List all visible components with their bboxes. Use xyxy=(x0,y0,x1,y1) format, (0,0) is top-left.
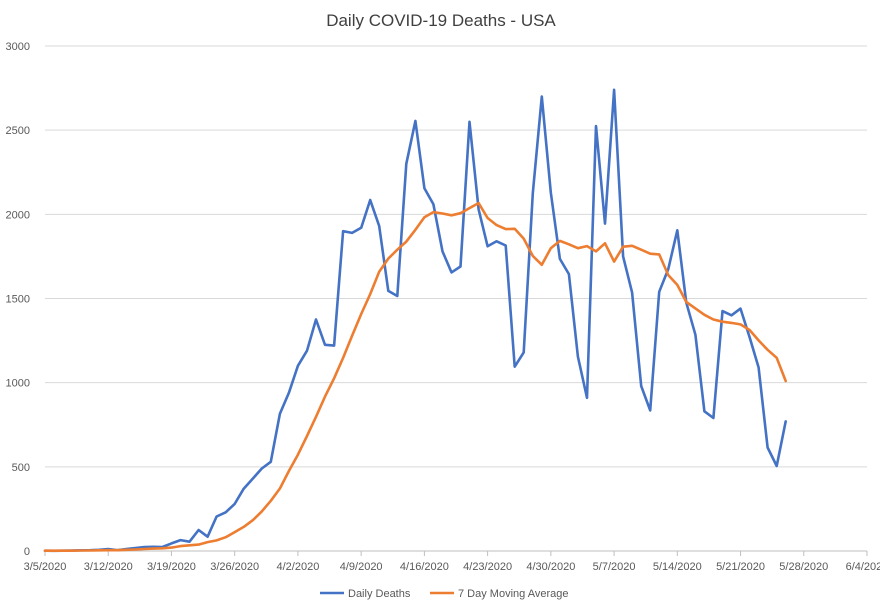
x-tick-label: 4/16/2020 xyxy=(400,561,449,573)
x-tick-label: 5/14/2020 xyxy=(653,561,702,573)
x-tick-label: 4/30/2020 xyxy=(526,561,575,573)
chart-title: Daily COVID-19 Deaths - USA xyxy=(326,11,556,30)
series-line-moving-average xyxy=(43,201,788,553)
x-tick-label: 3/5/2020 xyxy=(24,561,67,573)
series-line-daily-deaths xyxy=(43,88,788,553)
x-tick-label: 4/2/2020 xyxy=(277,561,320,573)
y-tick-label: 1500 xyxy=(6,294,30,306)
y-tick-label: 2500 xyxy=(6,125,30,137)
x-tick-label: 4/23/2020 xyxy=(463,561,512,573)
y-tick-label: 0 xyxy=(24,546,30,558)
y-tick-label: 1000 xyxy=(6,378,30,390)
x-tick-label: 3/19/2020 xyxy=(147,561,196,573)
x-tick-label: 5/7/2020 xyxy=(593,561,636,573)
legend-label: Daily Deaths xyxy=(348,588,411,600)
x-tick-label: 6/4/2020 xyxy=(846,561,880,573)
y-axis: 0 500 1000 1500 2000 2500 3000 xyxy=(6,41,30,558)
series-group xyxy=(43,88,788,553)
x-tick-label: 3/26/2020 xyxy=(210,561,259,573)
gridlines xyxy=(45,45,867,468)
y-tick-label: 2000 xyxy=(6,209,30,221)
legend-label: 7 Day Moving Average xyxy=(458,588,568,600)
x-tick-label: 3/12/2020 xyxy=(84,561,133,573)
y-tick-label: 3000 xyxy=(6,41,30,53)
x-tick-label: 5/28/2020 xyxy=(779,561,828,573)
x-tick-label: 5/21/2020 xyxy=(716,561,765,573)
x-axis: 3/5/2020 3/12/2020 3/19/2020 3/26/2020 4/2/2… xyxy=(24,551,880,573)
x-tick-label: 4/9/2020 xyxy=(340,561,383,573)
y-tick-label: 500 xyxy=(12,462,30,474)
legend: Daily Deaths 7 Day Moving Average xyxy=(320,588,568,600)
